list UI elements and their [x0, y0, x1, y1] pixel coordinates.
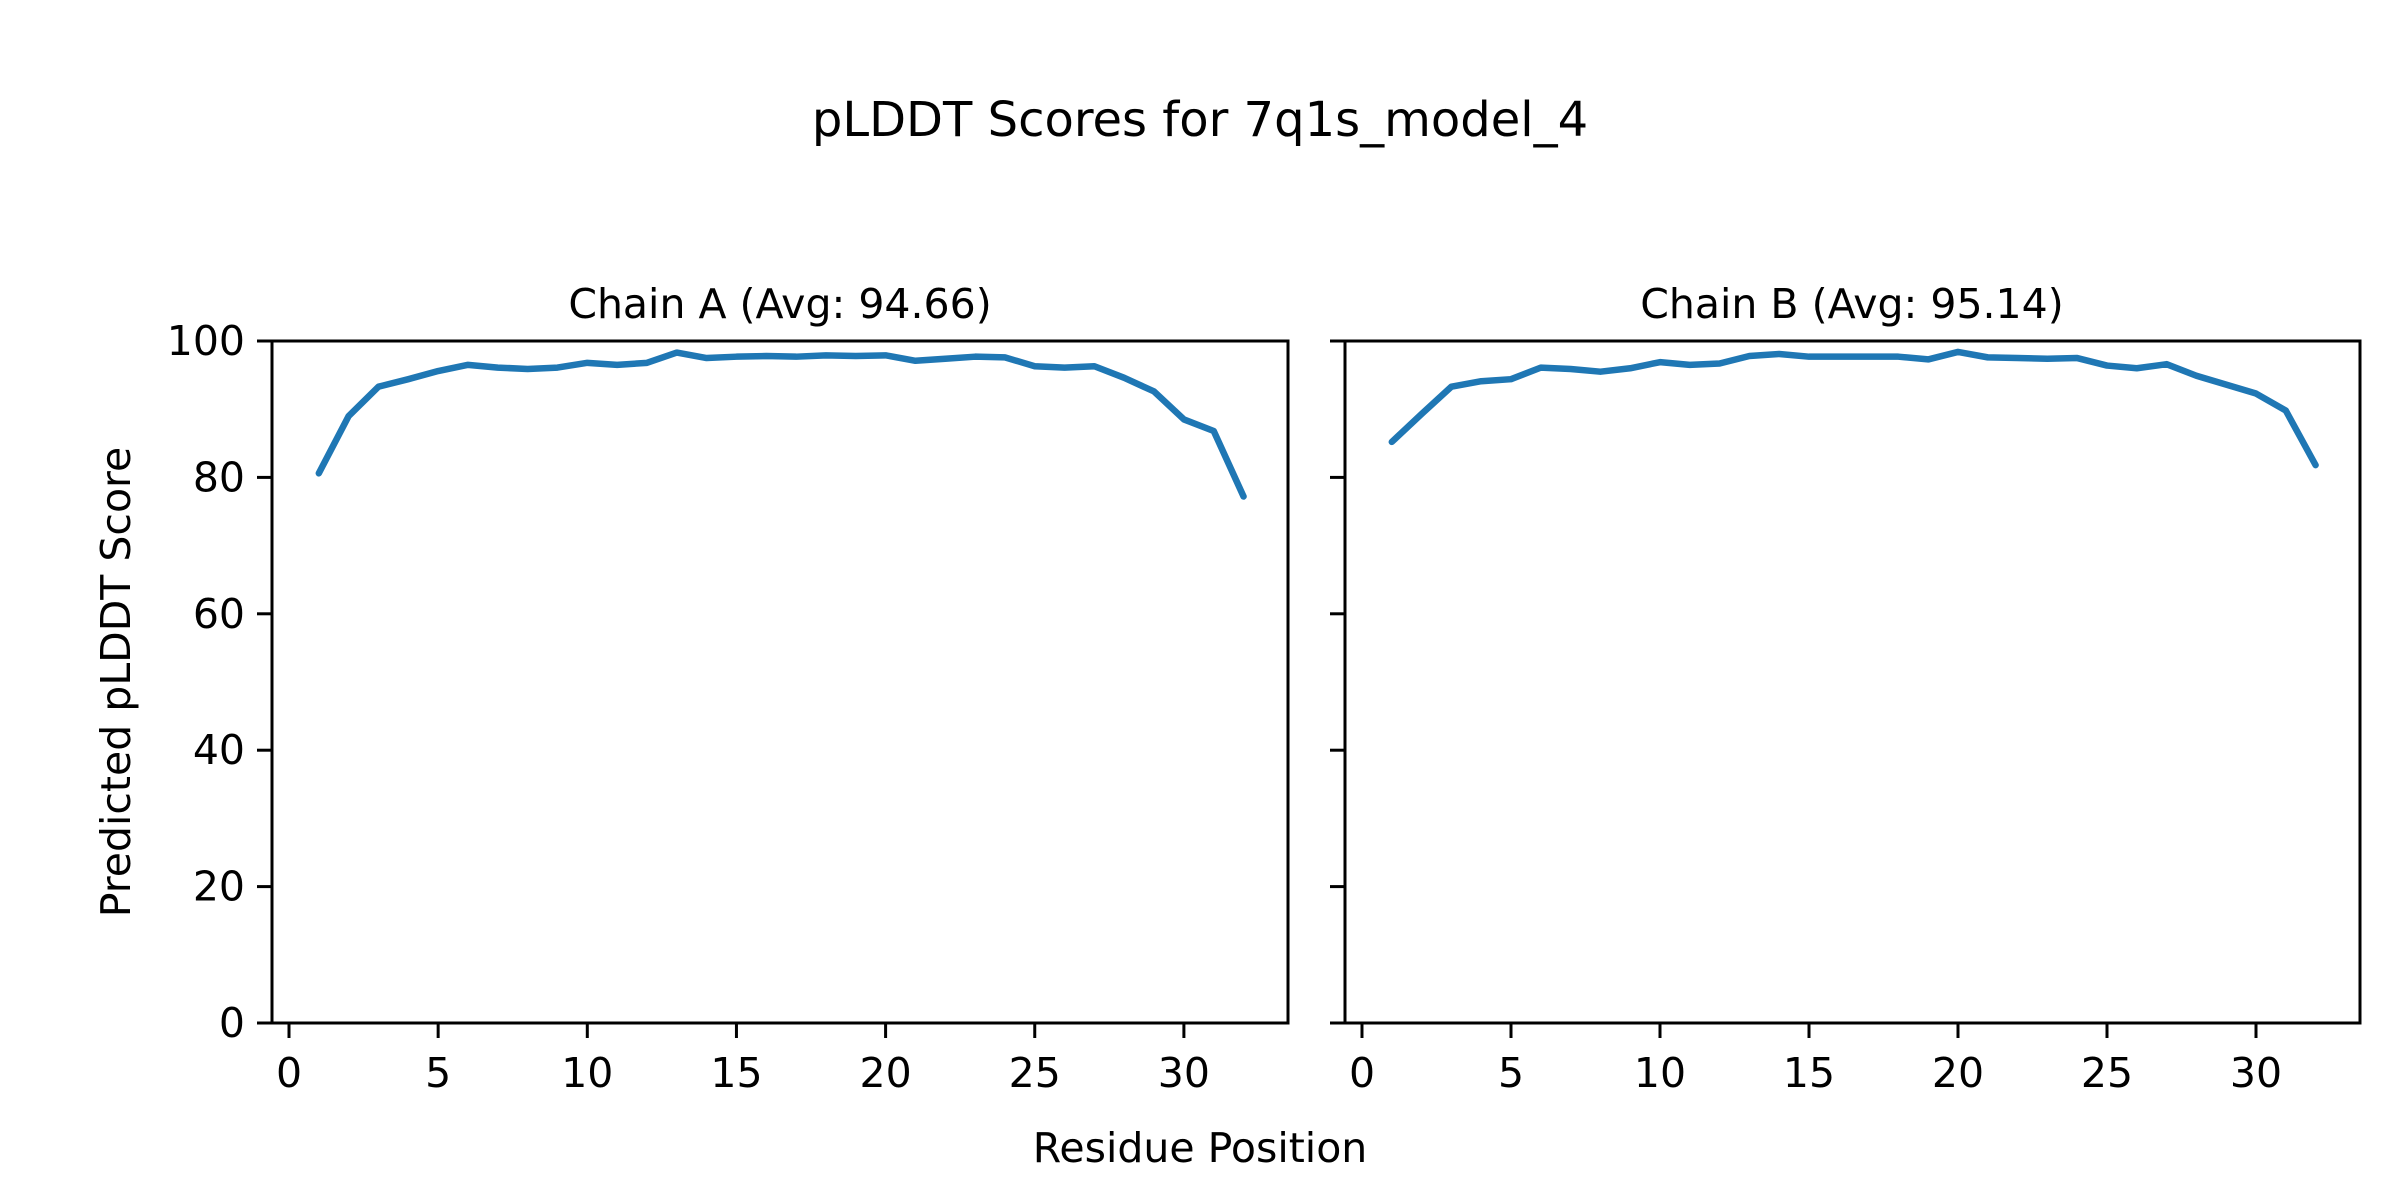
y-tick-label: 60 — [193, 590, 245, 638]
x-tick-label: 15 — [1783, 1049, 1835, 1097]
x-tick-label: 15 — [710, 1049, 762, 1097]
axes-frame — [270, 339, 1290, 1025]
x-tick-label: 10 — [561, 1049, 613, 1097]
x-tick-label: 30 — [2230, 1049, 2282, 1097]
x-tick-label: 5 — [1498, 1049, 1524, 1097]
x-tick-label: 25 — [2081, 1049, 2133, 1097]
x-tick-label: 25 — [1009, 1049, 1061, 1097]
axes-chain-b: 0 5 10 15 20 25 30 — [1330, 339, 2362, 1097]
x-tick-label: 20 — [860, 1049, 912, 1097]
y-tick-label: 80 — [193, 453, 245, 501]
y-tick-label: 0 — [219, 999, 245, 1047]
x-axis-label: Residue Position — [1032, 1124, 1368, 1172]
x-tick-label: 10 — [1634, 1049, 1686, 1097]
x-tick-label: 0 — [1349, 1049, 1375, 1097]
subplot-title-chain-b: Chain B (Avg: 95.14) — [1640, 280, 2064, 328]
x-tick-label: 20 — [1932, 1049, 1984, 1097]
x-tick-label: 30 — [1158, 1049, 1210, 1097]
plddt-line-chain-a — [315, 349, 1247, 500]
y-tick-label: 20 — [193, 863, 245, 911]
axes-frame — [1343, 339, 2362, 1025]
y-tick-label: 100 — [167, 317, 245, 365]
figure-title: pLDDT Scores for 7q1s_model_4 — [811, 92, 1589, 148]
x-tick-label: 0 — [276, 1049, 302, 1097]
plddt-line-chain-b — [1388, 348, 2319, 469]
y-axis-label: Predicted pLDDT Score — [92, 446, 140, 918]
subplot-title-chain-a: Chain A (Avg: 94.66) — [568, 280, 992, 328]
axes-chain-a: 0 5 10 15 20 25 30 0 20 40 60 80 100 — [167, 317, 1290, 1097]
x-tick-label: 5 — [425, 1049, 451, 1097]
y-tick-label: 40 — [193, 726, 245, 774]
